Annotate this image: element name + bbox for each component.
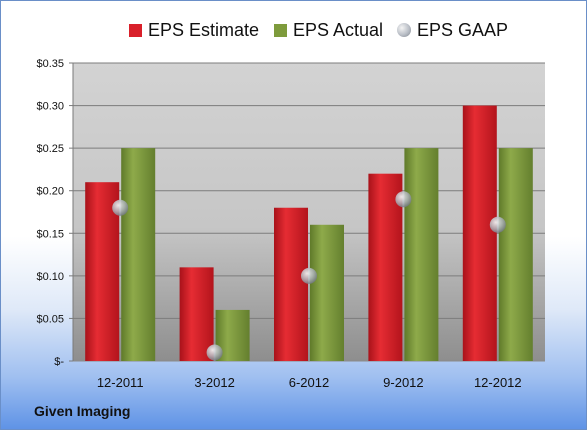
x-axis-ticks: 12-2011 3-2012 6-2012 9-2012 12-2012 [97, 375, 522, 390]
estimate-bar [368, 173, 403, 361]
legend-item-eps-estimate: EPS Estimate [129, 18, 259, 42]
estimate-bar [179, 267, 214, 361]
y-tick-label: $0.15 [36, 228, 64, 240]
actual-bar [404, 148, 439, 361]
y-tick-label: $0.25 [36, 143, 64, 155]
y-tick-label: $- [54, 356, 64, 368]
y-tick-label: $0.35 [36, 58, 64, 70]
gaap-marker [301, 267, 317, 284]
y-tick-label: $0.30 [36, 101, 64, 113]
legend-label-gaap: EPS GAAP [417, 19, 509, 40]
y-tick-label: $0.20 [36, 186, 64, 198]
gaap-markers [112, 191, 506, 361]
x-tick-label: 9-2012 [383, 375, 423, 390]
y-tick-label: $0.05 [36, 313, 64, 325]
actual-bar [121, 148, 156, 361]
legend-item-eps-actual: EPS Actual [274, 18, 383, 42]
gaap-marker [206, 344, 223, 361]
y-tick-label: $0.10 [36, 271, 64, 283]
legend-label-actual: EPS Actual [293, 19, 384, 40]
legend: EPS Estimate EPS Actual EPS GAAP [1, 18, 586, 42]
gaap-marker [112, 199, 129, 216]
x-tick-label: 3-2012 [194, 375, 234, 390]
estimate-bar [462, 105, 497, 361]
legend-marker-gaap [397, 23, 411, 37]
y-axis-ticks: $- $0.05 $0.10 $0.15 $0.20 $0.25 $0.30 $0.35 [36, 58, 73, 368]
gaap-marker [489, 216, 506, 233]
legend-label-estimate: EPS Estimate [148, 19, 260, 40]
actual-bar [310, 224, 344, 361]
actual-bar [498, 148, 533, 361]
legend-swatch-estimate [129, 23, 142, 37]
gaap-marker [395, 191, 412, 208]
x-tick-label: 12-2011 [97, 375, 144, 390]
estimate-bar [274, 207, 308, 361]
x-tick-label: 12-2012 [474, 375, 522, 390]
company-label: Given Imaging [34, 403, 131, 419]
x-tick-label: 6-2012 [289, 375, 329, 390]
legend-swatch-actual [274, 23, 287, 37]
legend-item-eps-gaap: EPS GAAP [397, 18, 508, 42]
